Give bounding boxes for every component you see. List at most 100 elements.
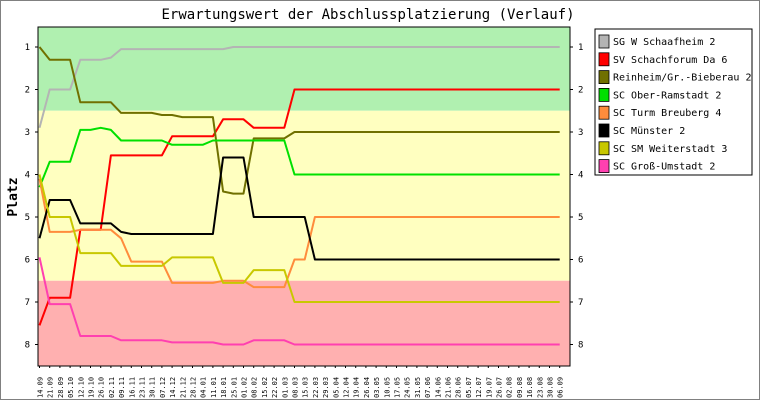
x-tick-label: 18.01 [220,377,228,398]
legend-swatch [598,105,610,120]
y-tick-label-right: 6 [578,256,583,266]
x-tick-label: 08.02 [251,377,259,398]
legend-swatch [598,70,610,84]
series-line-8 [38,257,560,346]
x-tick-label: 04.01 [200,377,208,398]
x-tick-label: 01.03 [281,377,289,398]
x-tick-label: 29.03 [322,377,330,398]
legend-entry: SC Turm Breuberg 4 [613,108,721,119]
legend-entry: SV Schachforum Da 6 [613,55,727,66]
x-tick-label: 26.07 [496,377,504,398]
series-line-5 [38,178,560,289]
y-tick-label-left: 3 [25,128,30,138]
x-tick-label: 23.08 [536,377,544,398]
y-tick-label-right: 4 [578,171,583,181]
x-tick-label: 02.11 [108,377,116,398]
x-tick-label: 26.04 [363,377,371,398]
x-tick-label: 12.10 [77,377,85,398]
x-tick-label: 25.01 [230,377,238,398]
zone-band-3 [38,280,570,366]
legend-swatch [598,34,610,49]
x-tick-label: 21.09 [47,377,55,398]
y-tick-label-right: 7 [578,298,583,308]
x-tick-label: 19.10 [88,377,96,398]
x-tick-label: 17.05 [394,377,402,398]
x-tick-label: 14.09 [37,377,45,398]
x-tick-label: 23.11 [139,377,147,398]
x-tick-label: 10.05 [383,377,391,398]
x-tick-label: 16.08 [526,377,534,398]
y-tick-label-left: 2 [25,86,30,96]
legend-entry: Reinheim/Gr.-Bieberau 2 [613,73,751,84]
legend-entry: SC Münster 2 [613,126,685,137]
legend-swatch [598,88,610,102]
x-tick-label: 21.06 [445,377,453,398]
x-tick-label: 22.02 [271,377,279,398]
x-tick-label: 28.06 [455,377,463,398]
x-tick-label: 30.11 [149,377,157,398]
legend: SG W Schaafheim 2 SV Schachforum Da 6 Rein… [594,28,753,176]
x-tick-label: 28.12 [190,377,198,398]
x-tick-label: 19.07 [485,377,493,398]
legend-entry: SC Ober-Ramstadt 2 [613,90,721,101]
legend-swatch [598,141,610,156]
legend-entry: SG W Schaafheim 2 [613,37,715,48]
axes [35,26,573,368]
x-tick-label: 08.03 [292,377,300,398]
x-tick-label: 14.12 [169,377,177,398]
y-tick-label-right: 2 [578,86,583,96]
x-tick-label: 21.12 [179,377,187,398]
zone-band-1 [38,27,570,111]
x-tick-label: 07.06 [424,377,432,398]
legend-entry: SC Groß-Umstadt 2 [613,162,715,173]
legend-swatch [598,159,610,174]
y-tick-label-left: 8 [25,341,30,351]
series-lines [38,46,560,346]
performance-zones [38,27,570,366]
plot-border [37,26,571,367]
x-tick-label: 22.03 [312,377,320,398]
x-tick-label: 07.12 [159,377,167,398]
x-tick-label: 30.08 [547,377,555,398]
y-tick-label-right: 8 [578,341,583,351]
y-tick-label-left: 4 [25,171,30,181]
x-tick-label: 02.08 [506,377,514,398]
x-tick-label: 09.08 [516,377,524,398]
x-tick-label: 24.05 [404,377,412,398]
y-tick-label-right: 1 [578,43,583,53]
x-tick-label: 06.09 [557,377,565,398]
series-line-3 [38,46,560,195]
x-tick-label: 03.05 [373,377,381,398]
x-tick-label: 14.06 [434,377,442,398]
legend-swatch [598,52,610,67]
x-tick-label: 26.10 [98,377,106,398]
legend-entry: SC SM Weiterstadt 3 [613,144,727,155]
x-tick-label: 19.04 [353,377,361,398]
x-tick-label: 15.02 [261,377,269,398]
y-tick-label-right: 5 [578,213,583,223]
y-axis-label: Platz [6,177,21,216]
x-tick-label: 11.01 [210,377,218,398]
x-tick-label: 15.03 [302,377,310,398]
series-line-6 [38,156,560,261]
y-tick-label-left: 7 [25,298,30,308]
x-tick-label: 05.10 [67,377,75,398]
tick-labels: 1 1 2 2 3 3 4 4 5 5 6 6 7 7 8 8 14.09 21.09 28.09 05.10 12.1… [25,43,584,398]
y-tick-label-left: 5 [25,213,30,223]
x-tick-label: 05.07 [465,377,473,398]
x-tick-label: 09.11 [118,377,126,398]
legend-swatch [598,123,610,138]
x-tick-label: 12.07 [475,377,483,398]
series-line-4 [38,126,560,188]
legend-box [594,28,753,176]
series-line-1 [38,46,560,129]
x-tick-label: 01.02 [241,377,249,398]
x-tick-label: 12.04 [343,377,351,398]
x-tick-label: 31.05 [414,377,422,398]
x-tick-label: 05.04 [332,377,340,398]
y-tick-label-left: 6 [25,256,30,266]
x-tick-label: 16.11 [128,377,136,398]
series-line-2 [38,88,560,326]
